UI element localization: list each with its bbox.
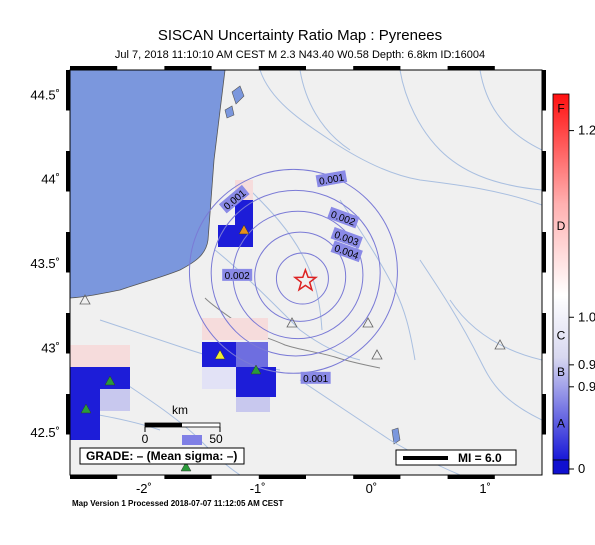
country-border xyxy=(204,297,381,369)
map-subtitle: Jul 7, 2018 11:10:10 AM CEST M 2.3 N43.4… xyxy=(115,49,485,61)
map-frame xyxy=(66,66,546,479)
grade-box: GRADE: – (Mean sigma: –) xyxy=(79,447,245,465)
coastal-lagoon xyxy=(224,105,235,119)
station-triangle-icon xyxy=(79,294,91,305)
longitude-tick-label: -2˚ xyxy=(136,481,152,496)
colorbar-value-label: 0 xyxy=(578,461,585,476)
station-orange-triangle-icon xyxy=(238,224,250,235)
latitude-tick-label: 42.5˚ xyxy=(30,425,60,440)
latitude-ticks: 44.5˚ 44˚ 43.5˚ 43˚ 42.5˚ xyxy=(30,87,60,440)
colorbar: F D C B A 1.2 1.0 0.9 0.9 0 xyxy=(552,93,595,476)
scale-label-zero: 0 xyxy=(142,432,149,446)
station-green-triangle-icon xyxy=(80,403,92,414)
mi-legend-text: MI = 6.0 xyxy=(458,451,502,465)
contour-ring xyxy=(254,231,347,322)
station-triangle-icon xyxy=(371,349,383,360)
longitude-tick-label: -1˚ xyxy=(250,481,266,496)
latitude-tick-label: 44.5˚ xyxy=(30,87,60,102)
colorbar-value-label: 1.0 xyxy=(578,309,595,324)
scale-unit: km xyxy=(172,403,188,417)
grade-text: GRADE: – (Mean sigma: –) xyxy=(86,449,237,463)
ocean-bay-of-biscay xyxy=(70,70,226,299)
contour-label: 0.001 xyxy=(315,170,348,188)
contour-ring xyxy=(210,189,381,357)
map-footer: Map Version 1 Processed 2018-07-07 11:12… xyxy=(72,499,283,508)
lake xyxy=(391,427,401,445)
station-triangle-icon xyxy=(362,317,374,328)
station-green-triangle-icon xyxy=(104,375,116,386)
colorbar-grade-letter: D xyxy=(557,219,566,233)
station-yellow-triangle-icon xyxy=(214,349,226,360)
contour-ring xyxy=(188,168,398,374)
colorbar-value-label: 0.9 xyxy=(578,357,595,372)
scale-bar: km 0 50 xyxy=(142,403,223,446)
contour-ring xyxy=(275,252,329,305)
svg-text:0.002: 0.002 xyxy=(225,271,250,282)
uncertainty-contours xyxy=(188,168,398,374)
contour-label: 0.002 xyxy=(222,268,253,282)
svg-text:0.001: 0.001 xyxy=(303,374,328,385)
colorbar-grade-letter: C xyxy=(557,329,566,343)
scale-label-fifty: 50 xyxy=(209,432,223,446)
latitude-tick-label: 43˚ xyxy=(41,340,60,355)
mi-legend: MI = 6.0 xyxy=(395,449,517,466)
contour-label: 0.001 xyxy=(300,371,331,385)
station-triangle-icon xyxy=(286,317,298,328)
colorbar-grade-letter: B xyxy=(557,365,565,379)
star-icon xyxy=(292,267,319,292)
longitude-tick-label: 0˚ xyxy=(366,481,378,496)
svg-text:0.001: 0.001 xyxy=(318,173,345,188)
station-green-triangle-icon xyxy=(250,364,262,375)
colorbar-value-label: 0.9 xyxy=(578,379,595,394)
colorbar-grade-letter: F xyxy=(557,102,564,116)
station-green-triangle-icon xyxy=(180,461,192,472)
longitude-tick-label: 1˚ xyxy=(479,481,491,496)
latitude-tick-label: 44˚ xyxy=(41,172,60,187)
colorbar-grade-letter: A xyxy=(557,416,565,430)
map-title: SISCAN Uncertainty Ratio Map : Pyrenees xyxy=(158,27,442,44)
colorbar-value-label: 1.2 xyxy=(578,123,595,138)
longitude-ticks: -2˚ -1˚ 0˚ 1˚ xyxy=(136,481,491,496)
station-triangle-icon xyxy=(494,339,506,350)
seismic-stations xyxy=(79,224,506,472)
coastal-lagoon xyxy=(231,85,245,105)
latitude-tick-label: 43.5˚ xyxy=(30,256,60,271)
